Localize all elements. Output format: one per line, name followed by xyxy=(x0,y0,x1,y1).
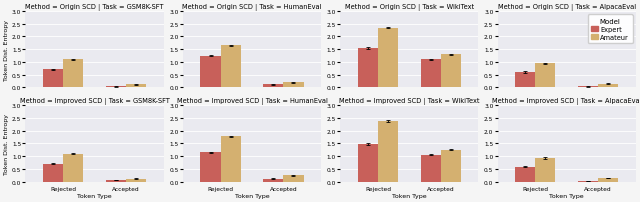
Bar xyxy=(378,28,398,88)
X-axis label: Token Type: Token Type xyxy=(235,193,269,198)
Title: Method = Improved SCD | Task = HumanEval: Method = Improved SCD | Task = HumanEval xyxy=(177,98,328,105)
Bar xyxy=(221,137,241,182)
Title: Method = Origin SCD | Task = HumanEval: Method = Origin SCD | Task = HumanEval xyxy=(182,4,322,11)
X-axis label: Token Type: Token Type xyxy=(392,193,427,198)
Bar xyxy=(358,144,378,182)
Title: Method = Improved SCD | Task = GSM8K-SFT: Method = Improved SCD | Task = GSM8K-SFT xyxy=(20,98,170,105)
Bar xyxy=(441,150,461,182)
Bar xyxy=(263,85,284,88)
Bar xyxy=(106,180,126,182)
Bar xyxy=(43,164,63,182)
Bar xyxy=(200,56,221,88)
Bar xyxy=(106,87,126,88)
Bar xyxy=(535,158,556,182)
Bar xyxy=(358,49,378,88)
Legend: Expert, Amateur: Expert, Amateur xyxy=(588,15,632,44)
Title: Method = Origin SCD | Task = WikiText: Method = Origin SCD | Task = WikiText xyxy=(345,4,474,11)
Title: Method = Improved SCD | Task = WikiText: Method = Improved SCD | Task = WikiText xyxy=(339,98,479,105)
Bar xyxy=(578,181,598,182)
Bar xyxy=(578,87,598,88)
Bar xyxy=(221,46,241,88)
Title: Method = Origin SCD | Task = AlpacaEval: Method = Origin SCD | Task = AlpacaEval xyxy=(498,4,636,11)
Bar xyxy=(284,175,303,182)
Bar xyxy=(284,83,303,88)
X-axis label: Token Type: Token Type xyxy=(549,193,584,198)
Bar xyxy=(515,167,535,182)
Bar xyxy=(420,60,441,88)
Bar xyxy=(200,153,221,182)
Bar xyxy=(63,154,83,182)
Y-axis label: Token Dist. Entropy: Token Dist. Entropy xyxy=(4,113,9,174)
X-axis label: Token Type: Token Type xyxy=(77,193,112,198)
Title: Method = Origin SCD | Task = GSM8K-SFT: Method = Origin SCD | Task = GSM8K-SFT xyxy=(26,4,164,11)
Bar xyxy=(63,60,83,88)
Bar xyxy=(598,178,618,182)
Bar xyxy=(598,84,618,88)
Bar xyxy=(43,70,63,88)
Bar xyxy=(126,179,146,182)
Bar xyxy=(263,179,284,182)
Bar xyxy=(535,64,556,88)
Bar xyxy=(441,55,461,88)
Bar xyxy=(126,85,146,88)
Y-axis label: Token Dist. Entropy: Token Dist. Entropy xyxy=(4,20,9,80)
Bar xyxy=(515,73,535,88)
Bar xyxy=(378,121,398,182)
Title: Method = Improved SCD | Task = AlpacaEval: Method = Improved SCD | Task = AlpacaEva… xyxy=(492,98,640,105)
Bar xyxy=(420,155,441,182)
